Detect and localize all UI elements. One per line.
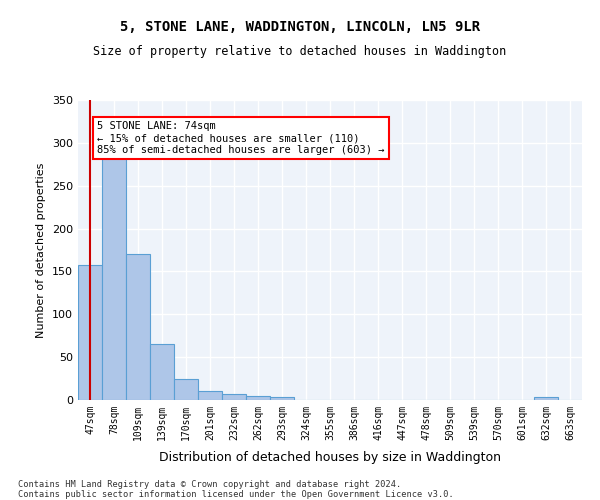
Bar	[246, 396, 270, 400]
Text: 5 STONE LANE: 74sqm
← 15% of detached houses are smaller (110)
85% of semi-detac: 5 STONE LANE: 74sqm ← 15% of detached ho…	[97, 122, 385, 154]
Bar	[126, 254, 150, 400]
Bar	[534, 396, 558, 400]
Bar	[270, 396, 294, 400]
Bar	[198, 392, 222, 400]
Bar	[102, 156, 126, 400]
Text: 5, STONE LANE, WADDINGTON, LINCOLN, LN5 9LR: 5, STONE LANE, WADDINGTON, LINCOLN, LN5 …	[120, 20, 480, 34]
Bar	[174, 378, 198, 400]
Bar	[150, 344, 174, 400]
Text: Size of property relative to detached houses in Waddington: Size of property relative to detached ho…	[94, 45, 506, 58]
Bar	[222, 394, 246, 400]
Text: Contains HM Land Registry data © Crown copyright and database right 2024.
Contai: Contains HM Land Registry data © Crown c…	[18, 480, 454, 500]
X-axis label: Distribution of detached houses by size in Waddington: Distribution of detached houses by size …	[159, 451, 501, 464]
Y-axis label: Number of detached properties: Number of detached properties	[37, 162, 46, 338]
Bar	[78, 266, 102, 400]
